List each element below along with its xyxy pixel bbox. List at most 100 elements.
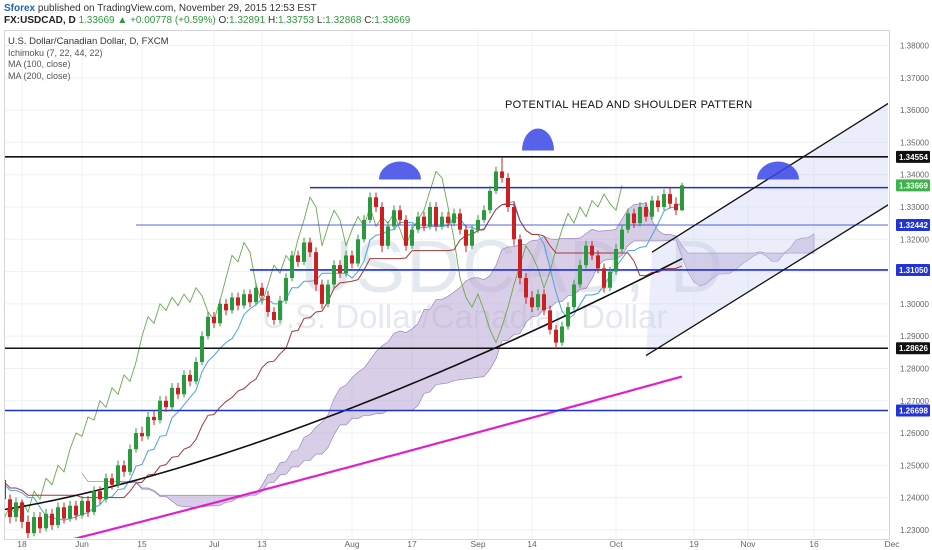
candle-bull — [326, 284, 330, 304]
legend-ichimoku[interactable]: Ichimoku (7, 22, 44, 22) — [8, 47, 103, 58]
candle-bull — [614, 248, 618, 272]
x-tick-label: Sep — [470, 539, 485, 549]
y-tick-label: 1.34000 — [900, 171, 929, 180]
candle-bear — [596, 255, 600, 269]
chart-header: Sforex published on TradingView.com, Nov… — [0, 0, 932, 26]
candle-bear — [98, 491, 102, 500]
price-tag — [896, 342, 930, 355]
candle-bull — [146, 416, 150, 437]
y-tick-label: 1.30000 — [900, 300, 929, 309]
ichimoku-cloud — [81, 202, 815, 509]
open-label: O: — [218, 15, 230, 26]
candle-bull — [218, 303, 222, 324]
candle-bull — [392, 210, 396, 227]
publish-info: published on TradingView.com, November 2… — [37, 3, 317, 14]
y-tick-label: 1.33000 — [900, 203, 929, 212]
candle-bear — [86, 500, 90, 513]
kijun-line — [5, 204, 683, 499]
candle-bear — [20, 502, 24, 522]
candle-bull — [206, 316, 210, 337]
candle-bear — [74, 505, 78, 516]
candle-bear — [122, 465, 126, 472]
legend-ma100[interactable]: MA (100, close) — [8, 59, 71, 69]
candle-bull — [14, 502, 18, 518]
candle-bear — [314, 252, 318, 285]
candle-bull — [578, 265, 582, 285]
candle-bull — [620, 229, 624, 249]
x-tick-label: Jul — [209, 539, 220, 549]
candle-bull — [200, 336, 204, 363]
chart-pane[interactable] — [4, 30, 890, 540]
candle-bear — [224, 303, 228, 311]
candle-bull — [680, 185, 684, 211]
candle-bull — [386, 226, 390, 246]
candle-bear — [188, 374, 192, 382]
candle-bull — [470, 229, 474, 246]
symbol-label[interactable]: FX:USDCAD, D — [4, 15, 76, 26]
candle-bull — [44, 513, 48, 529]
candle-bull — [440, 216, 444, 227]
chart-annotation: POTENTIAL HEAD AND SHOULDER PATTERN — [505, 99, 753, 111]
legend-ma200[interactable]: MA (200, close) — [8, 70, 71, 81]
candle-bear — [266, 295, 270, 312]
last-price: 1.33669 — [78, 15, 115, 26]
x-tick-label: Oct — [609, 539, 623, 549]
candle-bull — [80, 500, 84, 516]
candle-bull — [32, 517, 36, 534]
candle-bear — [518, 239, 522, 279]
hs-cap-shape — [522, 128, 554, 151]
candle-bull — [650, 200, 654, 217]
plot-layer — [5, 31, 888, 538]
close-value: 1.33669 — [374, 15, 411, 26]
x-tick-label: 15 — [137, 539, 147, 549]
open-value: 1.32891 — [229, 15, 266, 26]
y-tick-label: 1.35000 — [900, 138, 929, 147]
indicator-legend: U.S. Dollar/Canadian Dollar, D, FXCM Ich… — [8, 36, 169, 82]
low-value: 1.32868 — [325, 15, 362, 26]
candle-bear — [524, 278, 528, 298]
candle-bull — [134, 433, 138, 450]
y-tick-label: 1.23000 — [900, 526, 929, 535]
candle-bear — [602, 268, 606, 288]
low-label: L: — [316, 15, 326, 26]
price-tag-label: 1.26698 — [899, 407, 928, 416]
price-tag — [896, 404, 930, 417]
candle-bear — [464, 229, 468, 246]
price-tag-label: 1.32442 — [899, 221, 928, 230]
channel-line — [645, 204, 888, 357]
hs-cap-shape — [379, 161, 421, 180]
candle-bear — [398, 210, 402, 220]
y-tick-label: 1.29000 — [900, 332, 929, 341]
candle-bull — [452, 213, 456, 224]
candle-bear — [374, 197, 378, 207]
candle-bear — [308, 242, 312, 253]
candle-bear — [542, 294, 546, 311]
candle-bull — [356, 239, 360, 264]
candle-bull — [584, 245, 588, 266]
candle-bull — [482, 210, 486, 220]
candle-bull — [332, 265, 336, 285]
chikou-span-line — [5, 170, 623, 518]
x-tick-label: Nov — [740, 539, 756, 549]
candle-bull — [368, 197, 372, 220]
legend-title: U.S. Dollar/Canadian Dollar, D, FXCM — [8, 36, 169, 47]
candle-bear — [152, 416, 156, 421]
candle-bull — [566, 307, 570, 327]
author-name[interactable]: Sforex — [4, 3, 36, 14]
ma100-line — [5, 257, 683, 511]
x-tick-label: Jun — [75, 539, 89, 549]
y-tick-label: 1.26000 — [900, 429, 929, 438]
price-tag — [896, 150, 930, 163]
y-tick-label: 1.37000 — [900, 74, 929, 83]
x-tick-label: 16 — [809, 539, 819, 549]
candle-bear — [644, 206, 648, 217]
candle-bull — [494, 171, 498, 191]
candle-bear — [8, 499, 12, 518]
price-tag — [896, 219, 930, 232]
x-tick-label: 19 — [689, 539, 699, 549]
y-tick-label: 1.24000 — [900, 494, 929, 503]
candle-bear — [110, 478, 114, 485]
candle-bull — [428, 206, 432, 227]
candle-bull — [158, 400, 162, 421]
